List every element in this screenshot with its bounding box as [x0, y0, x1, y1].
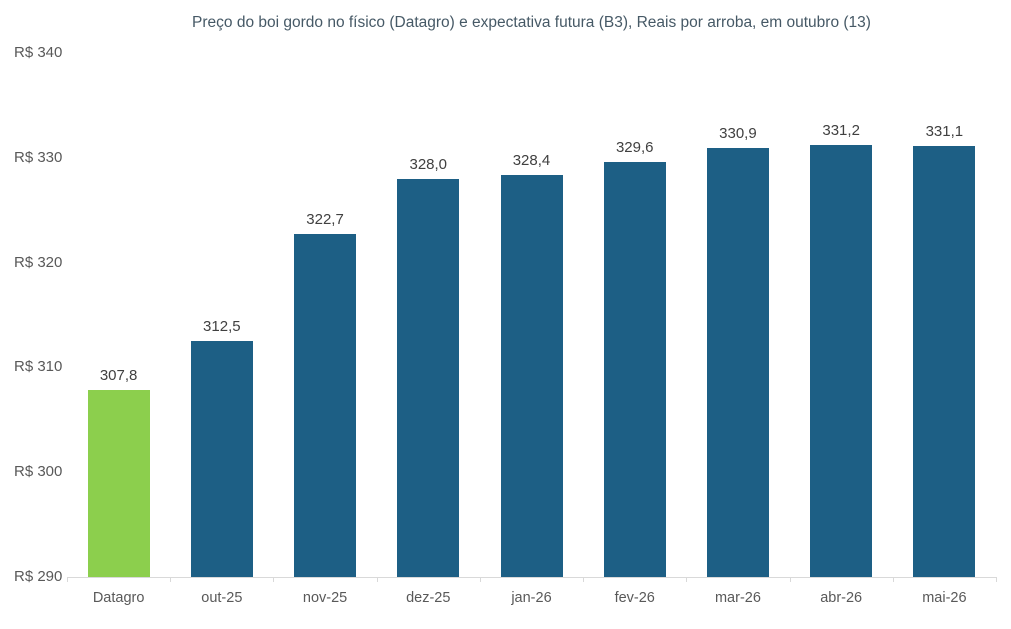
x-axis-tick: [67, 577, 68, 582]
x-category-label: nov-25: [302, 590, 348, 606]
x-category-label: dez-25: [406, 590, 451, 606]
x-axis-tick: [686, 577, 688, 582]
x-axis-tick: [273, 577, 275, 582]
y-tick-label: R$ 310: [14, 358, 63, 376]
y-tick-label: R$ 320: [14, 253, 63, 271]
bar-abr-26: [810, 145, 873, 577]
x-axis-line: [67, 577, 996, 578]
x-axis-tick: [479, 577, 481, 582]
x-category-label: mai-26: [922, 590, 967, 606]
bar-dez-25: [397, 178, 460, 577]
bar-value-label: 312,5: [203, 318, 241, 336]
bar-value-label: 330,9: [719, 125, 757, 143]
x-axis-tick: [376, 577, 378, 582]
bar-value-label: 328,0: [409, 155, 448, 173]
x-category-label: jan-26: [511, 590, 552, 606]
bar-jan-26: [500, 174, 563, 577]
bar-datagro: [87, 390, 150, 577]
bar-out-25: [190, 341, 253, 577]
x-axis-tick: [996, 577, 997, 582]
x-category-label: Datagro: [92, 590, 145, 606]
bar-value-label: 328,4: [512, 151, 551, 169]
y-tick-label: R$ 340: [14, 44, 63, 61]
y-tick-label: R$ 290: [14, 568, 63, 585]
bar-value-label: 307,8: [99, 367, 138, 385]
x-axis-tick: [170, 577, 172, 582]
bar-mai-26: [913, 146, 976, 577]
x-axis-tick: [892, 577, 894, 582]
x-category-label: mar-26: [714, 590, 761, 606]
bar-nov-25: [294, 234, 357, 577]
x-category-label: out-25: [201, 590, 243, 606]
chart-title: Preço do boi gordo no físico (Datagro) e…: [192, 14, 871, 31]
bar-mar-26: [706, 148, 769, 577]
x-category-label: fev-26: [614, 590, 655, 606]
bar-value-label: 331,2: [822, 122, 860, 140]
x-axis-tick: [789, 577, 791, 582]
bar-fev-26: [603, 161, 666, 577]
x-category-label: abr-26: [820, 590, 863, 606]
bar-value-label: 322,7: [306, 211, 344, 229]
bar-value-label: 331,1: [925, 123, 964, 141]
y-tick-label: R$ 300: [14, 463, 63, 481]
y-tick-label: R$ 330: [14, 148, 63, 166]
bar-value-label: 329,6: [615, 138, 654, 156]
x-axis-tick: [583, 577, 585, 582]
